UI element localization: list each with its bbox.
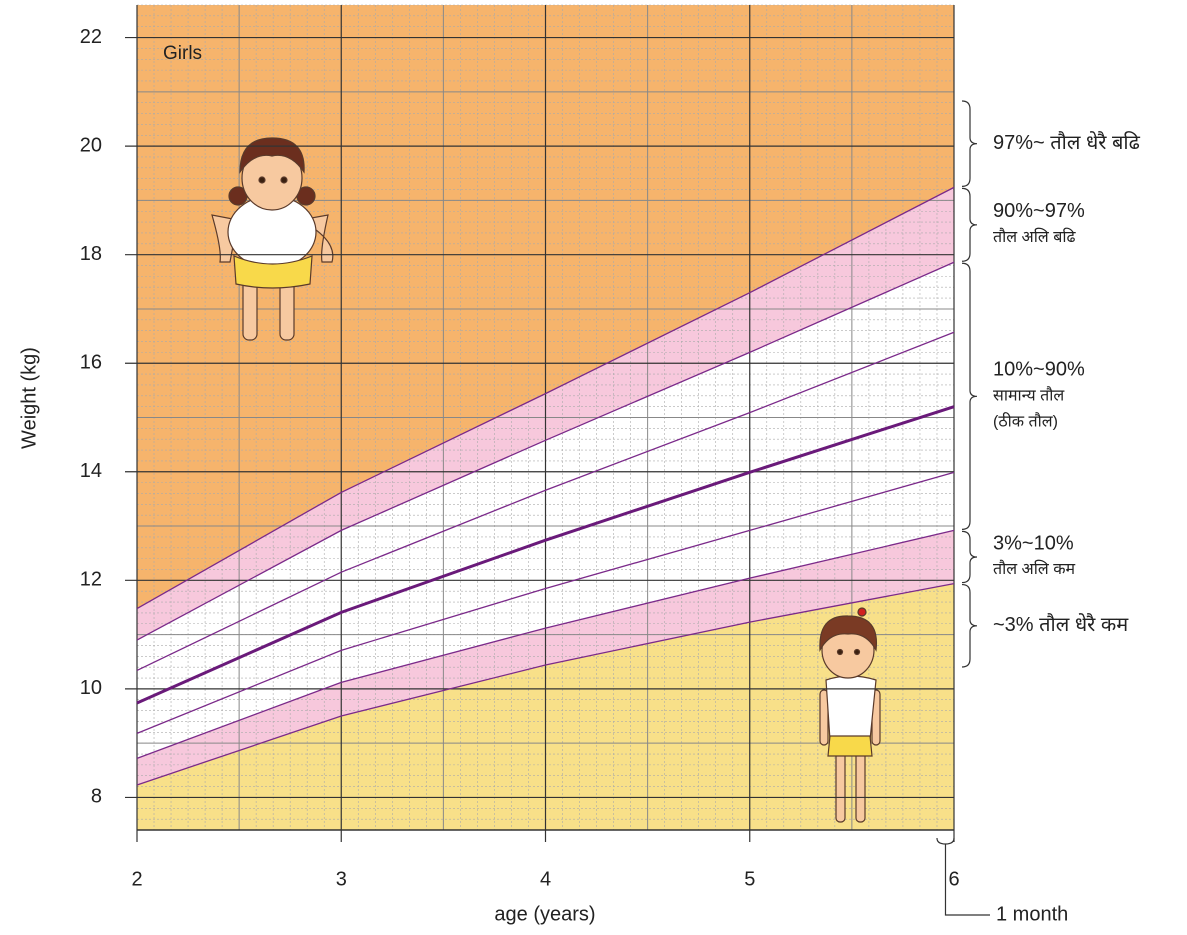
annotation-text: तौल अलि बढि xyxy=(993,227,1076,246)
y-tick-label: 16 xyxy=(80,352,102,374)
y-tick-label: 8 xyxy=(91,786,102,808)
x-tick-label: 3 xyxy=(336,868,347,890)
y-tick-label: 14 xyxy=(80,460,102,482)
annotation-text: ~3% तौल धेरै कम xyxy=(993,613,1129,636)
brace xyxy=(962,585,977,667)
chart: Girls Weight (kg) age (years) 8 10 12 14 16 1… xyxy=(0,0,1187,935)
annotation-text: 97%~ तौल धेरै बढि xyxy=(993,131,1141,154)
annotation-text: 10%~90% xyxy=(993,359,1085,381)
y-tick-label: 22 xyxy=(80,26,102,48)
y-tick-label: 10 xyxy=(80,677,102,699)
y-axis-label: Weight (kg) xyxy=(18,347,40,449)
annotation-text: 3%~10% xyxy=(993,532,1074,554)
brace xyxy=(962,531,977,582)
y-tick-label: 18 xyxy=(80,243,102,265)
annotation-text: तौल अलि कम xyxy=(993,559,1076,578)
brace xyxy=(962,188,977,261)
x-tick-label: 6 xyxy=(948,868,959,890)
brace xyxy=(962,263,977,529)
month-bracket xyxy=(937,838,990,915)
x-axis-label: age (years) xyxy=(494,903,595,925)
month-note: 1 month xyxy=(996,903,1068,925)
chart-title: Girls xyxy=(163,43,202,64)
brace xyxy=(962,101,977,186)
x-tick-label: 5 xyxy=(744,868,755,890)
y-tick-label: 20 xyxy=(80,134,102,156)
annotation-text: (ठीक तौल) xyxy=(993,412,1058,431)
annotation-text: सामान्य तौल xyxy=(993,386,1065,405)
y-tick-label: 12 xyxy=(80,569,102,591)
x-tick-label: 4 xyxy=(540,868,551,890)
x-tick-label: 2 xyxy=(131,868,142,890)
annotation-text: 90%~97% xyxy=(993,200,1085,222)
